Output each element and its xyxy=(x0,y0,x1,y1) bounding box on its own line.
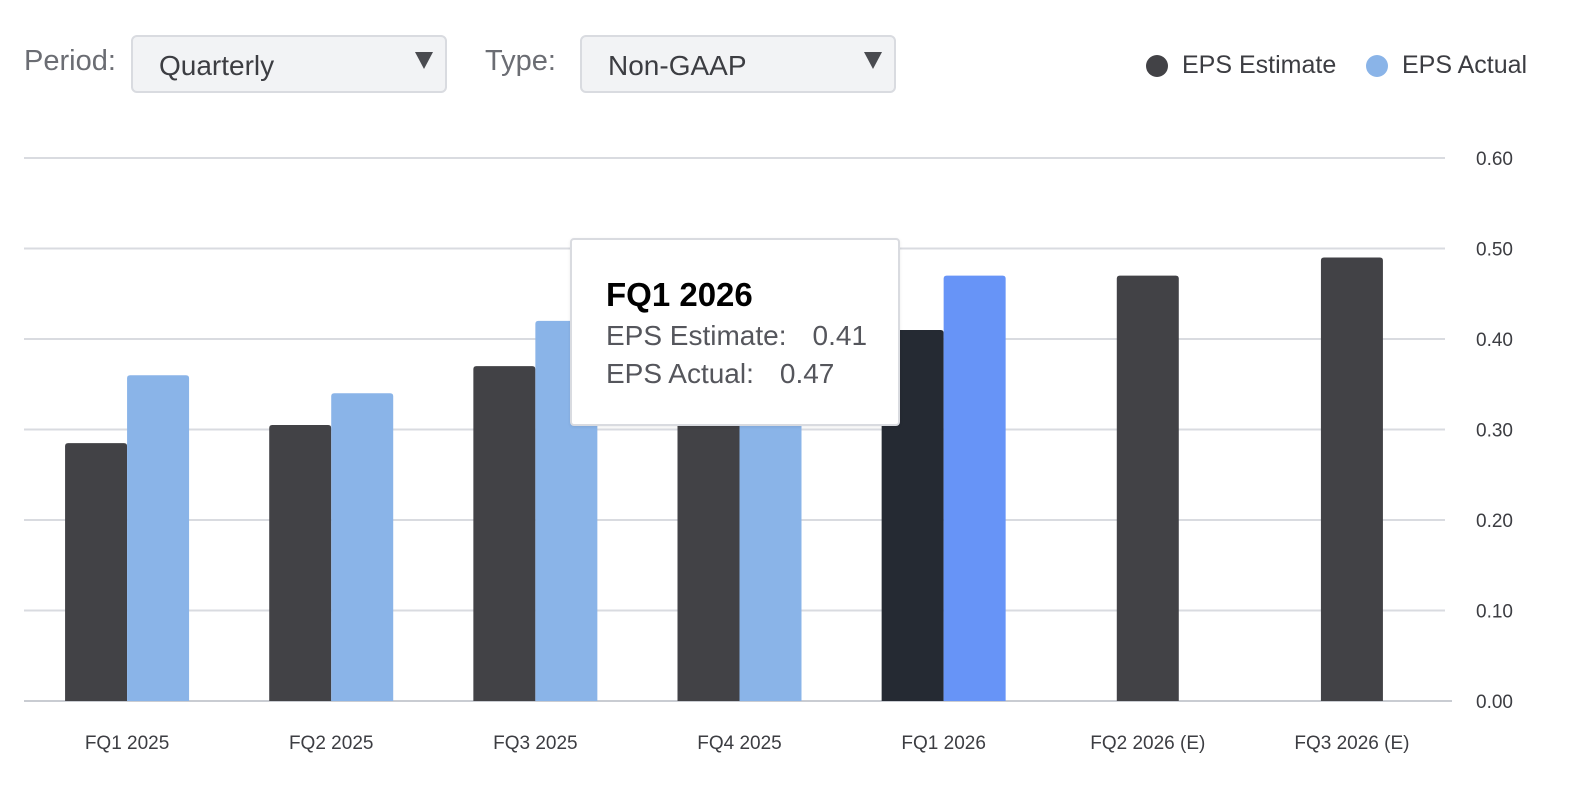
x-tick-label: FQ4 2025 xyxy=(697,733,782,754)
type-select[interactable]: Non-GAAP xyxy=(580,35,896,93)
bar-eps-actual xyxy=(127,375,190,701)
tooltip-actual-label: EPS Actual: xyxy=(606,358,754,389)
y-tick-label: 0.00 xyxy=(1476,692,1513,713)
x-tick-label: FQ1 2025 xyxy=(85,733,170,754)
bar-eps-actual xyxy=(739,348,802,701)
bar-eps-estimate xyxy=(269,424,332,701)
x-tick-label: FQ3 2026 (E) xyxy=(1294,733,1409,754)
bar-eps-estimate xyxy=(1116,275,1179,701)
chart-tooltip: FQ1 2026 EPS Estimate: 0.41 EPS Actual: 0.… xyxy=(570,238,900,426)
x-tick-label: FQ3 2025 xyxy=(493,733,578,754)
y-tick-label: 0.10 xyxy=(1476,602,1513,623)
y-tick-label: 0.60 xyxy=(1476,149,1513,170)
tooltip-estimate-label: EPS Estimate: xyxy=(606,320,787,351)
period-label: Period: xyxy=(24,45,116,77)
y-tick-label: 0.50 xyxy=(1476,240,1513,261)
bar-eps-estimate xyxy=(1320,257,1383,701)
y-tick-label: 0.40 xyxy=(1476,330,1513,351)
bar-eps-estimate xyxy=(65,443,128,701)
legend-swatch-actual xyxy=(1366,55,1388,77)
x-tick-label: FQ1 2026 xyxy=(901,733,986,754)
legend-swatch-estimate xyxy=(1146,55,1168,77)
period-select-value: Quarterly xyxy=(159,50,275,81)
period-select[interactable]: Quarterly xyxy=(131,35,447,93)
tooltip-actual-row: EPS Actual: 0.47 xyxy=(606,358,834,390)
tooltip-estimate-value: 0.41 xyxy=(812,320,868,351)
tooltip-estimate-row: EPS Estimate: 0.41 xyxy=(606,320,867,352)
legend-label-estimate: EPS Estimate xyxy=(1182,51,1337,79)
type-label: Type: xyxy=(485,45,556,77)
caret-down-icon xyxy=(415,52,433,69)
x-tick-label: FQ2 2026 (E) xyxy=(1090,733,1205,754)
legend-label-actual: EPS Actual xyxy=(1402,51,1528,79)
bar-eps-estimate xyxy=(473,366,536,701)
type-select-value: Non-GAAP xyxy=(608,50,747,81)
chart-controls: Period: Quarterly Type: Non-GAAP EPS Est… xyxy=(0,0,1578,120)
x-tick-label: FQ2 2025 xyxy=(289,733,374,754)
caret-down-icon xyxy=(864,52,882,69)
tooltip-actual-value: 0.47 xyxy=(779,358,835,389)
y-tick-label: 0.20 xyxy=(1476,511,1513,532)
y-tick-label: 0.30 xyxy=(1476,421,1513,442)
bar-eps-actual xyxy=(943,275,1006,701)
bar-eps-actual xyxy=(331,393,394,701)
tooltip-title: FQ1 2026 xyxy=(606,276,753,313)
bar-eps-estimate xyxy=(677,348,740,701)
